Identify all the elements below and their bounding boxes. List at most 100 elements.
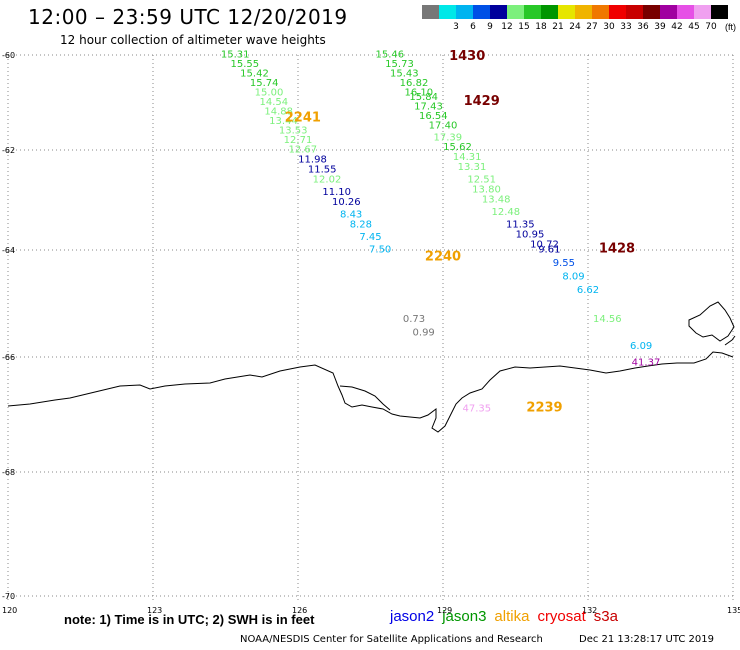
wave-height-label: 13.31: [458, 162, 487, 173]
legend-swatch: [575, 5, 592, 19]
legend-swatch: [524, 5, 541, 19]
legend-swatch: [711, 5, 728, 19]
wave-height-label: 15.62: [443, 142, 472, 153]
legend-swatch: [456, 5, 473, 19]
pass-time-label: 2241: [285, 111, 321, 126]
legend-swatch: [439, 5, 456, 19]
pass-time-label: 2240: [425, 250, 461, 265]
legend-swatch: [626, 5, 643, 19]
satellite-key-item: cryosat: [537, 608, 586, 625]
legend-swatch: [694, 5, 711, 19]
chart-title: 12:00 – 23:59 UTC 12/20/2019: [28, 5, 348, 29]
latitude-label: -64: [2, 246, 15, 255]
wave-height-label: 15.42: [240, 68, 269, 79]
legend-swatch: [660, 5, 677, 19]
wave-height-label: 12.51: [467, 175, 496, 186]
coastline-east: [688, 301, 735, 342]
footnote: note: 1) Time is in UTC; 2) SWH is in fe…: [64, 612, 315, 627]
legend-label: 45: [688, 22, 700, 32]
longitude-label: 120: [2, 606, 17, 615]
wave-height-label: 8.09: [562, 271, 584, 282]
legend-swatch: [558, 5, 575, 19]
wave-height-label: 10.72: [530, 240, 559, 251]
legend-swatch: [592, 5, 609, 19]
wave-height-label: 13.80: [472, 185, 501, 196]
legend-label: 9: [487, 22, 493, 32]
wave-height-label: 7.50: [369, 245, 391, 256]
satellite-key-item: jason2: [390, 608, 435, 625]
longitude-label: 129: [437, 606, 452, 615]
latitude-label: -68: [2, 468, 15, 477]
wave-height-label: 14.31: [453, 152, 482, 163]
generation-timestamp: Dec 21 13:28:17 UTC 2019: [579, 634, 714, 645]
latitude-label: -66: [2, 353, 15, 362]
wave-height-label: 8.28: [350, 220, 372, 231]
wave-height-label: 16.82: [400, 78, 429, 89]
wave-height-label: 15.84: [409, 92, 438, 103]
legend-swatch: [490, 5, 507, 19]
wave-height-label: 15.46: [376, 49, 405, 60]
legend-label: 24: [569, 22, 581, 32]
wave-height-values: 15.3115.5515.4215.7415.0014.5414.8813.44…: [221, 49, 660, 414]
legend-label: 30: [603, 22, 615, 32]
satellite-key-item: s3a: [593, 608, 618, 625]
legend-label: 70: [705, 22, 717, 32]
latitude-label: -60: [2, 51, 15, 60]
longitude-label: 123: [147, 606, 162, 615]
wave-height-label: 17.39: [434, 133, 463, 144]
pass-time-label: 1429: [464, 94, 500, 109]
wave-height-label: 15.55: [231, 59, 260, 70]
wave-height-label: 8.43: [340, 210, 362, 221]
wave-height-label: 47.35: [463, 404, 492, 415]
map-axis-labels: -60 -62 -64 -66 -68 -70 120 123 126 129 132 135: [2, 51, 740, 615]
legend-label: 33: [620, 22, 632, 32]
wave-height-label: 15.00: [255, 87, 284, 98]
wave-height-label: 16.54: [419, 111, 448, 122]
coastline-main: [7, 351, 734, 433]
legend-swatch: [541, 5, 558, 19]
wave-height-label: 6.09: [630, 341, 652, 352]
satellite-key-item: jason3: [442, 608, 487, 625]
longitude-label: 126: [292, 606, 307, 615]
coastline: [7, 301, 736, 433]
longitude-label: 135: [727, 606, 740, 615]
wave-height-label: 11.35: [506, 220, 535, 231]
legend-swatch: [609, 5, 626, 19]
legend-swatch: [507, 5, 524, 19]
wave-height-label: 13.48: [482, 195, 511, 206]
wave-height-label: 15.31: [221, 49, 250, 60]
wave-height-label: 12.71: [284, 135, 313, 146]
pass-time-label: 2239: [526, 401, 562, 416]
wave-height-label: 10.26: [332, 197, 361, 208]
wave-height-label: 14.54: [260, 97, 289, 108]
legend-label: 21: [552, 22, 564, 32]
wave-height-label: 12.67: [289, 145, 318, 156]
legend-label: 3: [453, 22, 459, 32]
wave-height-label: 9.55: [553, 258, 575, 269]
legend-swatch: [643, 5, 660, 19]
wave-height-label: 0.73: [403, 314, 425, 325]
wave-height-label: 12.02: [313, 175, 342, 186]
legend-unit: (ft): [725, 22, 736, 32]
wave-height-label: 14.56: [593, 314, 622, 325]
wave-height-label: 15.43: [390, 68, 419, 79]
chart-subtitle: 12 hour collection of altimeter wave hei…: [60, 33, 326, 47]
map-grid: [7, 54, 734, 600]
legend-swatch: [422, 5, 439, 19]
wave-height-label: 17.40: [429, 121, 458, 132]
satellite-key-item: altika: [494, 608, 530, 625]
wave-height-label: 13.44: [269, 116, 298, 127]
wave-height-label: 10.95: [516, 230, 545, 241]
wave-height-label: 14.88: [264, 106, 293, 117]
longitude-label: 132: [582, 606, 597, 615]
coastline-east-shore: [724, 335, 736, 346]
wave-height-label: 0.99: [413, 328, 435, 339]
legend-label: 18: [535, 22, 547, 32]
satellite-key: jason2 jason3 altika cryosat s3a: [390, 608, 626, 625]
wave-height-label: 17.43: [414, 102, 443, 113]
pass-time-label: 1428: [599, 242, 635, 257]
wave-height-label: 12.48: [492, 207, 521, 218]
wave-height-label: 41.37: [632, 358, 661, 369]
wave-height-label: 13.53: [279, 125, 308, 136]
coastline-inlet: [339, 385, 391, 411]
